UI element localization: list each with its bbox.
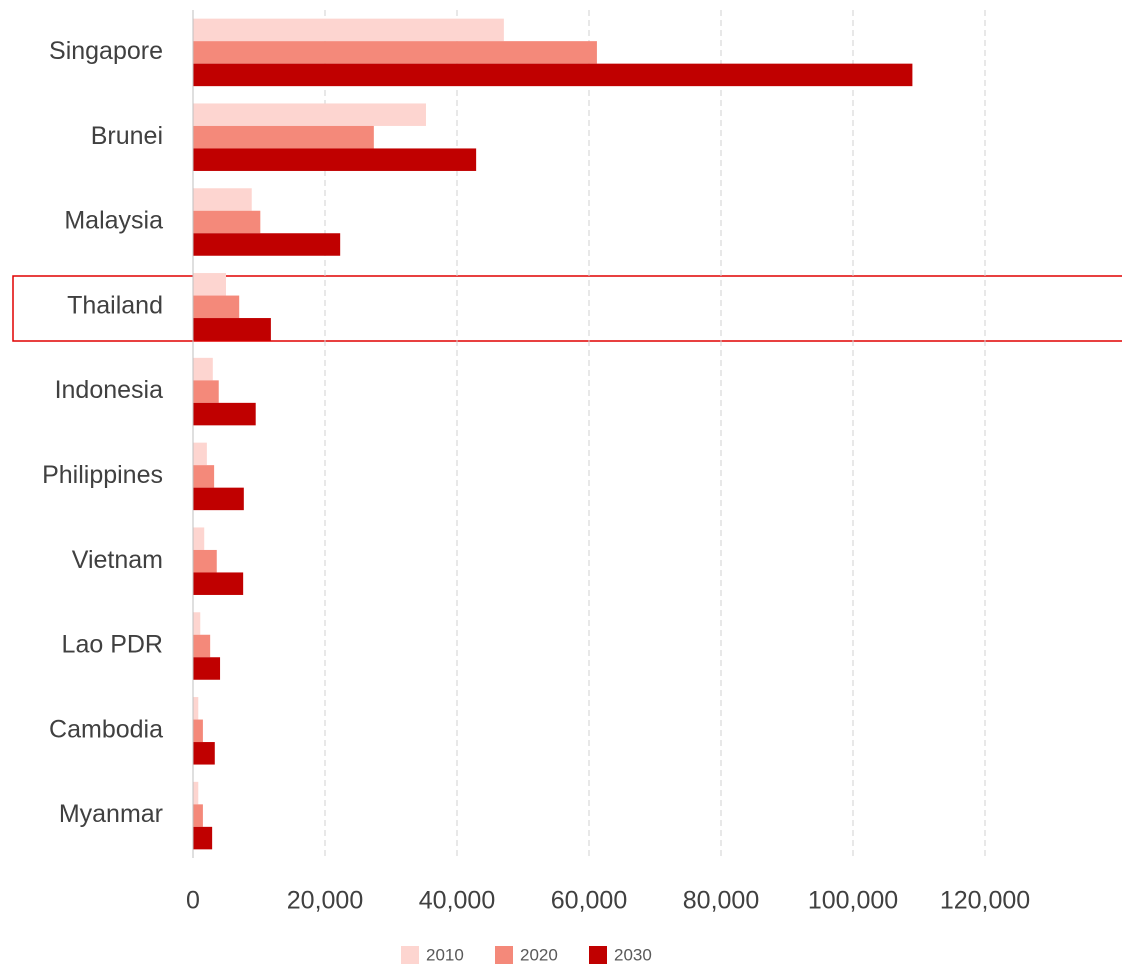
bar (193, 572, 244, 595)
bar (193, 318, 271, 341)
x-tick-label: 80,000 (683, 887, 759, 915)
bar (193, 357, 213, 381)
legend-swatch (589, 946, 607, 964)
bar (193, 804, 203, 827)
category-label: Malaysia (64, 207, 163, 235)
category-label: Myanmar (59, 800, 163, 828)
category-label: Philippines (42, 461, 163, 489)
bar (193, 103, 426, 126)
category-label: Indonesia (55, 376, 164, 404)
bar (193, 402, 256, 426)
bar (193, 273, 226, 296)
bar (193, 634, 211, 658)
category-label: Lao PDR (62, 631, 163, 659)
legend-label: 2020 (520, 945, 558, 964)
bar (193, 612, 201, 635)
legend-swatch (495, 946, 513, 964)
category-label: Brunei (91, 122, 163, 150)
x-tick-label: 0 (186, 887, 200, 915)
bar (193, 18, 504, 42)
bar (193, 442, 207, 466)
bar (193, 826, 213, 850)
category-label: Singapore (49, 37, 163, 65)
bar (193, 41, 597, 64)
bar (193, 188, 252, 211)
legend-label: 2030 (614, 945, 652, 964)
bar (193, 697, 199, 720)
category-label: Thailand (67, 291, 163, 319)
legend-label: 2010 (426, 945, 464, 964)
highlight-box (12, 275, 1122, 342)
bar (193, 295, 240, 319)
bar (193, 719, 203, 743)
category-label: Vietnam (72, 546, 163, 574)
bar (193, 125, 374, 149)
x-tick-label: 60,000 (551, 887, 627, 915)
bar (193, 527, 205, 550)
bar (193, 781, 199, 805)
category-label: Cambodia (49, 715, 163, 743)
bar (193, 465, 215, 488)
bar (193, 63, 913, 87)
x-tick-label: 40,000 (419, 887, 495, 915)
x-tick-label: 100,000 (808, 887, 898, 915)
bar (193, 148, 477, 171)
bar (193, 549, 217, 573)
bar (193, 487, 244, 511)
x-tick-label: 120,000 (940, 887, 1030, 915)
x-tick-label: 20,000 (287, 887, 363, 915)
bar (193, 210, 261, 234)
bar (193, 742, 215, 765)
bar (193, 380, 219, 403)
legend-swatch (401, 946, 419, 964)
bar (193, 657, 221, 680)
bar (193, 233, 341, 256)
